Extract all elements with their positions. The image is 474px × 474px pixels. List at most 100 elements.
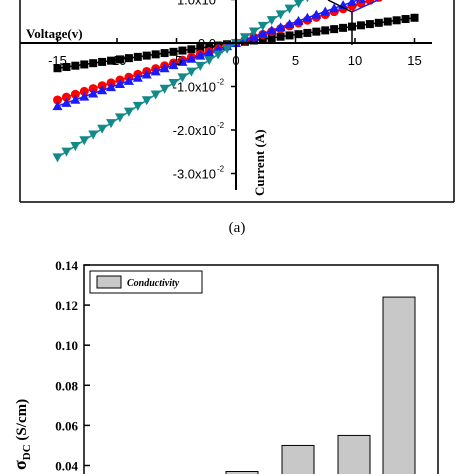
data-point [365,20,374,29]
data-point [205,42,214,51]
data-point [275,22,286,32]
data-point [178,46,187,55]
data-point [383,17,392,26]
x-tick-label: 5 [292,53,299,68]
data-point [88,130,99,140]
y-label-symbol: σ [10,460,30,470]
bar [225,471,259,474]
data-point [302,12,313,22]
data-point [141,96,152,106]
y-tick-exponent: -2 [217,165,225,174]
data-point [70,89,80,99]
data-point [306,0,309,3]
data-point [53,95,62,105]
data-point [410,13,419,22]
data-point [114,78,125,88]
y-label-subscript: DC [21,444,33,460]
data-point [258,35,267,44]
data-point [177,73,188,83]
data-point [303,28,312,37]
data-point [392,16,401,25]
data-point [115,55,124,64]
data-point [106,119,117,129]
y-tick-label: -2.0x10 [173,123,216,138]
data-point [257,21,268,31]
data-point [213,50,224,60]
data-point [276,32,285,41]
data-point [159,84,170,94]
y-tick-label: -3.0x10 [173,167,216,182]
data-point [97,85,108,95]
data-point [114,113,125,123]
data-point [160,49,169,58]
data-point [133,52,142,61]
y-tick-label: 0.12 [55,298,78,313]
data-point [355,0,366,3]
data-point [248,27,259,37]
y-tick-label: 0.08 [55,378,78,393]
bar [382,296,416,474]
data-point [88,88,99,98]
data-point [150,90,161,100]
y-tick-label: -1.0x10 [173,80,216,95]
annotation-line [327,0,353,13]
data-point [177,56,188,66]
bottom-panel: 0.14 0.12 0.10 0.08 0.06 0.04 Conductivity σD… [0,240,474,474]
data-point [168,79,179,89]
data-point [285,31,294,40]
data-point [321,26,330,35]
y-tick-label: 1.0x10 [177,0,216,8]
y-axis-label: σDC (S/cm) [10,399,33,470]
legend-swatch [96,275,122,289]
data-point [294,0,303,8]
x-axis-label: Voltage(v) [26,26,83,41]
x-tick-label: 10 [348,53,362,68]
figure-caption-a: (a) [229,220,246,236]
data-point [186,67,197,77]
y-tick-label: 0.10 [55,338,78,353]
data-point [61,147,72,157]
data-point [142,51,151,60]
data-point [222,44,233,54]
data-point [195,50,206,60]
annotation-line [351,0,379,13]
data-point [365,0,375,5]
data-point [61,97,72,107]
y-tick-label: 0.14 [55,258,78,273]
x-tick-label: -5 [171,53,183,68]
data-point [70,94,81,104]
data-point [52,101,63,111]
data-point [168,60,179,70]
data-point [98,57,107,66]
legend-label: Conductivity [127,278,180,289]
data-point [151,50,160,59]
bars-group [225,296,416,474]
y-tick-label: 0.0 [198,36,216,51]
data-point [293,15,304,25]
y-tick-exponent: -2 [217,121,225,130]
data-point [79,91,90,101]
data-point [374,18,383,27]
data-point [196,44,205,53]
data-point [132,72,143,82]
data-point [284,19,295,29]
data-point [320,6,331,16]
bar [281,444,315,474]
x-tick-label: 0 [232,53,239,68]
bar [337,434,371,474]
data-point [53,64,62,73]
data-point [330,25,339,34]
data-point [195,61,206,71]
data-point [312,27,321,36]
data-point [294,30,303,39]
y-tick-label: 0.04 [55,459,78,474]
data-point [311,9,322,19]
data-point [123,75,134,85]
data-point [107,56,116,65]
data-point [79,136,90,146]
svg-text:σDC (S/cm): σDC (S/cm) [10,399,33,470]
top-axis-ticks: -15-10-50510151.0x10-20.0-1.0x10-2-2.0x1… [48,0,422,182]
data-point [89,59,98,68]
data-point [62,62,71,71]
iv-curve-chart: -15-10-50510151.0x10-20.0-1.0x10-2-2.0x1… [19,0,455,236]
